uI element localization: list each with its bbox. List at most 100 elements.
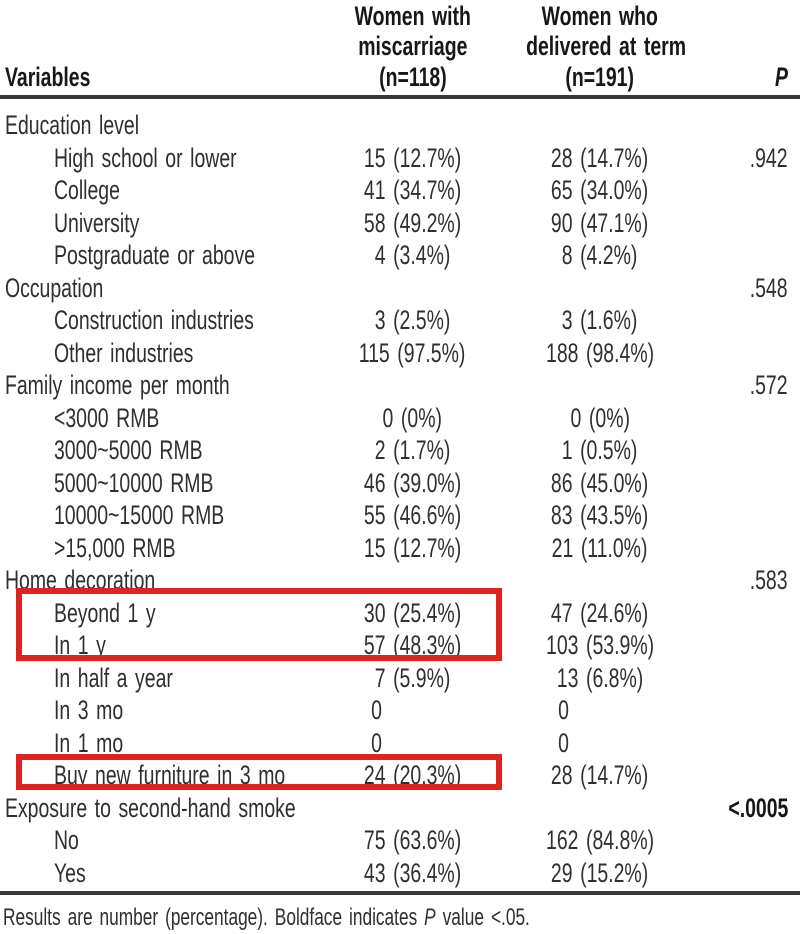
value-term: 0 xyxy=(558,727,570,758)
table-row: Construction industries 3 (2.5%) 3 (1.6%) xyxy=(0,304,800,337)
p-value: .548 xyxy=(750,272,788,303)
table-row: No 75 (63.6%) 162 (84.8%) xyxy=(0,824,800,857)
p-header-label: P xyxy=(775,61,788,92)
p-value xyxy=(705,402,800,435)
value-term: 28 (14.7%) xyxy=(551,142,649,173)
p-value xyxy=(705,532,800,565)
value-term: 86 (45.0%) xyxy=(551,467,649,498)
p-value: .572 xyxy=(750,370,788,400)
p-value xyxy=(705,597,800,630)
table-row: College 41 (34.7%) 65 (34.0%) xyxy=(0,174,800,207)
value-miscarriage xyxy=(330,369,495,402)
table-header-row: Variables Women with miscarriage (n=118)… xyxy=(0,0,800,99)
row-label: Other industries xyxy=(54,337,194,368)
p-value xyxy=(705,174,800,207)
row-label: Home decoration xyxy=(5,565,156,595)
p-value xyxy=(705,857,800,890)
table-row: <3000 RMB 0 (0%) 0 (0%) xyxy=(0,402,800,435)
p-value: .942 xyxy=(750,142,788,173)
value-miscarriage: 43 (36.4%) xyxy=(363,857,462,888)
value-term xyxy=(495,792,705,825)
row-label: Family income per month xyxy=(5,370,230,400)
value-miscarriage: 0 xyxy=(371,727,382,758)
value-term xyxy=(495,369,705,402)
value-miscarriage: 58 (49.2%) xyxy=(363,207,462,238)
value-miscarriage: 15 (12.7%) xyxy=(363,142,462,173)
value-term xyxy=(495,564,705,597)
table-row: Beyond 1 y 30 (25.4%) 47 (24.6%) xyxy=(0,597,800,630)
row-label: In 1 mo xyxy=(54,727,124,758)
value-miscarriage: 46 (39.0%) xyxy=(363,467,462,498)
table-row: In 1 y 57 (48.3%) 103 (53.9%) xyxy=(0,629,800,662)
table-row: University 58 (49.2%) 90 (47.1%) xyxy=(0,207,800,240)
value-term: 8 (4.2%) xyxy=(562,240,638,270)
value-term: 28 (14.7%) xyxy=(551,760,649,790)
value-term: 83 (43.5%) xyxy=(551,500,649,530)
row-label: 5000~10000 RMB xyxy=(54,467,214,498)
footnote-text: Results are number (percentage). Boldfac… xyxy=(3,904,530,931)
value-miscarriage: 24 (20.3%) xyxy=(363,760,462,790)
table-row: In 1 mo 0 0 xyxy=(0,727,800,760)
row-label: >15,000 RMB xyxy=(54,532,176,563)
value-miscarriage: 2 (1.7%) xyxy=(374,435,451,465)
row-label: Buy new furniture in 3 mo xyxy=(54,760,286,790)
value-term: 162 (84.8%) xyxy=(545,825,655,855)
table-row: Other industries 115 (97.5%) 188 (98.4%) xyxy=(0,337,800,370)
row-label: University xyxy=(54,207,140,238)
value-miscarriage: 0 (0%) xyxy=(382,402,443,433)
table-row: 3000~5000 RMB 2 (1.7%) 1 (0.5%) xyxy=(0,434,800,467)
row-label: Beyond 1 y xyxy=(54,597,156,628)
table-row: >15,000 RMB 15 (12.7%) 21 (11.0%) xyxy=(0,532,800,565)
table-row: Home decoration .583 xyxy=(0,564,800,597)
footnote-p-symbol: P xyxy=(424,904,436,931)
value-term: 188 (98.4%) xyxy=(545,337,655,368)
row-label: No xyxy=(54,825,79,855)
value-miscarriage xyxy=(330,272,495,305)
row-label: Construction industries xyxy=(54,305,254,335)
value-term: 13 (6.8%) xyxy=(556,662,644,693)
p-value: .583 xyxy=(750,565,788,595)
table-row: High school or lower 15 (12.7%) 28 (14.7%)… xyxy=(0,142,800,175)
value-term xyxy=(495,109,705,142)
p-value xyxy=(705,434,800,467)
value-miscarriage xyxy=(330,564,495,597)
value-term: 65 (34.0%) xyxy=(551,175,649,205)
value-term: 47 (24.6%) xyxy=(551,597,649,628)
column-header-variables-label: Variables xyxy=(5,61,91,92)
table-row: Exposure to second-hand smoke <.0005 xyxy=(0,792,800,825)
column-header-variables: Variables xyxy=(0,62,330,95)
p-value xyxy=(705,759,800,792)
row-label: Postgraduate or above xyxy=(54,240,256,270)
p-value xyxy=(705,824,800,857)
value-term: 21 (11.0%) xyxy=(552,532,648,563)
row-label: Exposure to second-hand smoke xyxy=(5,792,296,823)
p-value xyxy=(705,694,800,727)
p-value xyxy=(705,207,800,240)
row-label: 3000~5000 RMB xyxy=(54,435,203,465)
row-label: Education level xyxy=(5,110,140,140)
value-miscarriage: 30 (25.4%) xyxy=(363,597,462,628)
value-miscarriage: 3 (2.5%) xyxy=(374,305,451,335)
row-label: 10000~15000 RMB xyxy=(54,500,225,530)
table-row: 5000~10000 RMB 46 (39.0%) 86 (45.0%) xyxy=(0,467,800,500)
column-header-p: P xyxy=(705,62,800,95)
value-miscarriage xyxy=(330,109,495,142)
row-label: In 1 y xyxy=(54,630,106,660)
p-value xyxy=(705,662,800,695)
table-row: 10000~15000 RMB 55 (46.6%) 83 (43.5%) xyxy=(0,499,800,532)
column-header-term: Women who delivered at term (n=191) xyxy=(526,0,687,92)
value-miscarriage: 15 (12.7%) xyxy=(363,532,462,563)
p-value xyxy=(705,499,800,532)
row-label: High school or lower xyxy=(54,142,237,173)
value-miscarriage: 0 xyxy=(371,695,382,725)
value-miscarriage: 7 (5.9%) xyxy=(374,662,451,693)
column-header-miscarriage: Women with miscarriage (n=118) xyxy=(354,0,471,92)
value-term: 1 (0.5%) xyxy=(562,435,638,465)
value-miscarriage: 75 (63.6%) xyxy=(363,825,462,855)
row-label: College xyxy=(54,175,120,205)
table-row: Buy new furniture in 3 mo 24 (20.3%) 28 (1… xyxy=(0,759,800,792)
table-row: Yes 43 (36.4%) 29 (15.2%) xyxy=(0,857,800,890)
value-miscarriage: 57 (48.3%) xyxy=(363,630,462,660)
value-miscarriage: 115 (97.5%) xyxy=(359,337,466,368)
